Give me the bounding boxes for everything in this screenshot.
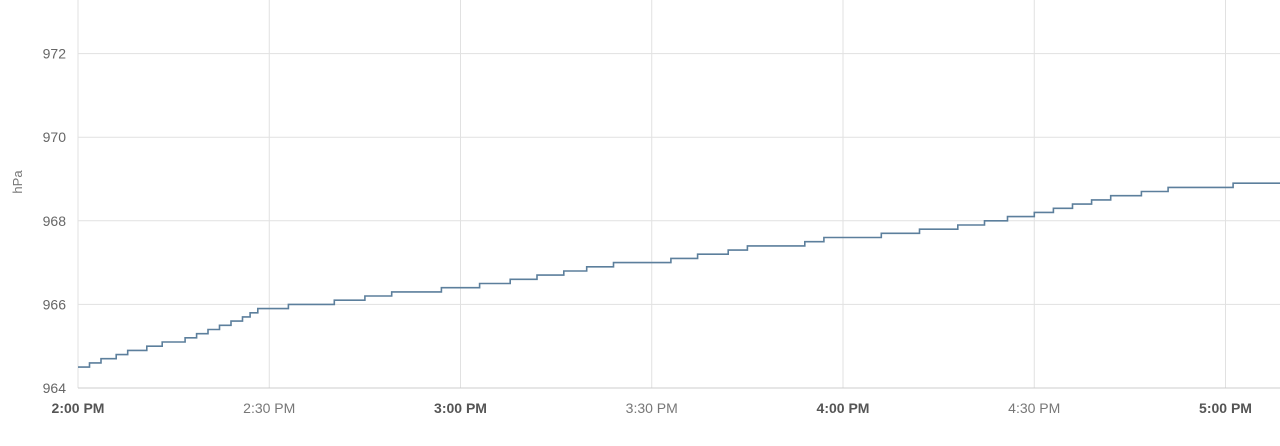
y-axis-title: hPa [10,170,25,194]
series-layer [78,27,1280,368]
x-tick-label: 3:00 PM [434,400,487,416]
series-line [78,27,1280,368]
x-tick-label: 2:30 PM [243,400,295,416]
x-tick-label: 3:30 PM [626,400,678,416]
y-axis-ticks: 964 966 968 970 972 [43,46,67,396]
y-tick-label: 966 [43,296,67,312]
x-tick-label: 2:00 PM [52,400,105,416]
y-tick-label: 970 [43,129,67,145]
y-tick-label: 968 [43,213,67,229]
x-tick-label: 5:00 PM [1199,400,1252,416]
grid-lines [77,0,1280,389]
x-axis-ticks: 2:00 PM 2:30 PM 3:00 PM 3:30 PM 4:00 PM 4:30 … [52,400,1252,416]
x-tick-label: 4:00 PM [817,400,870,416]
x-tick-label: 4:30 PM [1008,400,1060,416]
y-tick-label: 964 [43,380,67,396]
y-tick-label: 972 [43,46,67,62]
